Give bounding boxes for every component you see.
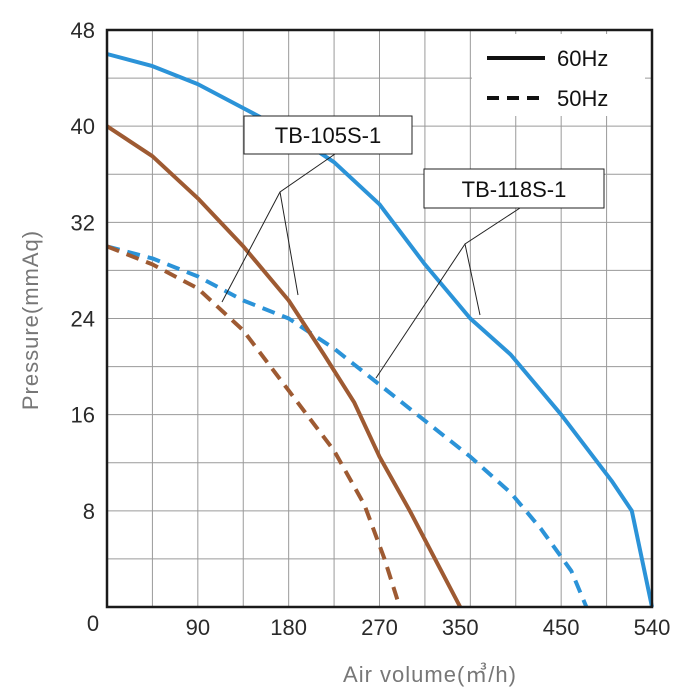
series-line-tb-105s-1-50hz <box>106 244 402 608</box>
x-tick-label: 450 <box>543 615 580 640</box>
series-layer <box>105 52 654 608</box>
y-tick-label: 32 <box>71 210 95 235</box>
legend-label-50hz: 50Hz <box>557 86 608 111</box>
callout-tb105: TB-105S-1 <box>243 115 413 155</box>
y-tick-label: 40 <box>71 114 95 139</box>
x-axis-title: Air volume(㎥/h) <box>343 662 517 687</box>
callout-tb105-label: TB-105S-1 <box>275 123 381 148</box>
series-line-tb-118s-1-60hz <box>106 52 654 608</box>
y-tick-label: 16 <box>71 403 95 428</box>
x-tick-label: 350 <box>442 615 479 640</box>
legend-box <box>472 34 645 116</box>
y-tick-label: 48 <box>71 18 95 43</box>
x-tick-label: 540 <box>634 615 671 640</box>
series-line-tb-118s-1-50hz <box>106 244 589 608</box>
callout-tb118-box <box>423 168 605 209</box>
y-tick-label: 24 <box>71 307 95 332</box>
callout-tb118: TB-118S-1 <box>423 168 605 209</box>
series-line-tb-105s-1-60hz <box>105 124 462 608</box>
tick-labels: 0 90 180 270 350 450 540 8 16 24 32 40 48 <box>71 18 671 640</box>
x-tick-label: 180 <box>270 615 307 640</box>
callout-tb118-label: TB-118S-1 <box>462 177 567 202</box>
legend: 60Hz 50Hz <box>472 34 645 116</box>
y-tick-label: 8 <box>83 499 95 524</box>
leader-tb118-50hz <box>375 243 466 379</box>
legend-label-60hz: 60Hz <box>557 46 608 71</box>
y-axis-title: Pressure(mmAq) <box>18 230 43 410</box>
callout-leaders <box>221 153 521 379</box>
origin-tick-label: 0 <box>87 611 99 636</box>
x-tick-label: 90 <box>186 615 210 640</box>
leader-tb118-60hz <box>464 207 521 316</box>
x-tick-label: 270 <box>361 615 398 640</box>
callout-tb105-box <box>243 115 413 155</box>
leader-tb105-50hz <box>221 191 281 303</box>
plot-frame <box>105 28 654 609</box>
